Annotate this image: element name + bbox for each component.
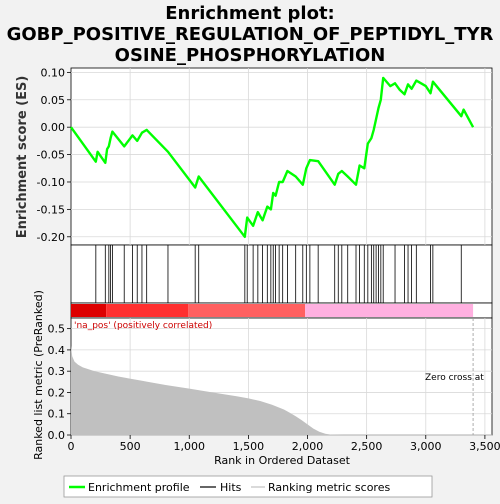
- chart-title-line-1: Enrichment plot:: [165, 3, 335, 24]
- es-y-tick-label: 0.00: [41, 121, 66, 134]
- positive-correlation-label: 'na_pos' (positively correlated): [74, 321, 212, 331]
- x-tick-label: 1,500: [233, 440, 265, 453]
- chart-title-line-3: OSINE_PHOSPHORYLATION: [115, 45, 386, 66]
- x-tick-label: 2,500: [351, 440, 383, 453]
- x-axis-label: Rank in Ordered Dataset: [214, 454, 351, 467]
- ranking-y-tick-label: 0.0: [48, 429, 66, 442]
- x-tick-label: 3,000: [410, 440, 442, 453]
- colorbar-segment-positive: [71, 304, 106, 317]
- es-y-axis-label: Enrichment score (ES): [15, 76, 30, 239]
- colorbar-group: [71, 304, 473, 317]
- ranking-y-tick-label: 0.5: [48, 323, 66, 336]
- es-y-tick-label: -0.05: [37, 149, 65, 162]
- hits-panel-frame: [71, 245, 492, 303]
- legend-ranking-label: Ranking metric scores: [268, 481, 390, 494]
- es-y-tick-label: -0.20: [37, 231, 65, 244]
- x-tick-label: 500: [120, 440, 141, 453]
- es-y-tick-label: -0.15: [37, 203, 65, 216]
- x-tick-label: 1,000: [174, 440, 206, 453]
- zero-cross-label: Zero cross at: [425, 373, 484, 383]
- es-y-tick-label: 0.10: [41, 66, 66, 79]
- ranking-y-tick-label: 0.3: [48, 365, 66, 378]
- colorbar-segment-negative: [305, 304, 473, 317]
- x-tick-label: 3,500: [469, 440, 500, 453]
- es-y-tick-label: -0.10: [37, 176, 65, 189]
- ranking-y-tick-label: 0.4: [48, 344, 66, 357]
- ranking-y-tick-label: 0.1: [48, 408, 66, 421]
- legend-hits-label: Hits: [220, 481, 242, 494]
- es-y-tick-label: 0.05: [41, 94, 66, 107]
- ranking-y-axis-label: Ranked list metric (PreRanked): [32, 290, 45, 460]
- legend-enrichment-label: Enrichment profile: [88, 481, 190, 494]
- es-panel-frame: [71, 68, 492, 245]
- colorbar-segment-positive: [106, 304, 188, 317]
- chart-title-line-2: GOBP_POSITIVE_REGULATION_OF_PEPTIDYL_TYR: [7, 24, 494, 45]
- x-tick-label: 0: [68, 440, 75, 453]
- x-tick-label: 2,000: [292, 440, 324, 453]
- colorbar-segment-positive: [188, 304, 305, 317]
- ranking-y-tick-label: 0.2: [48, 386, 66, 399]
